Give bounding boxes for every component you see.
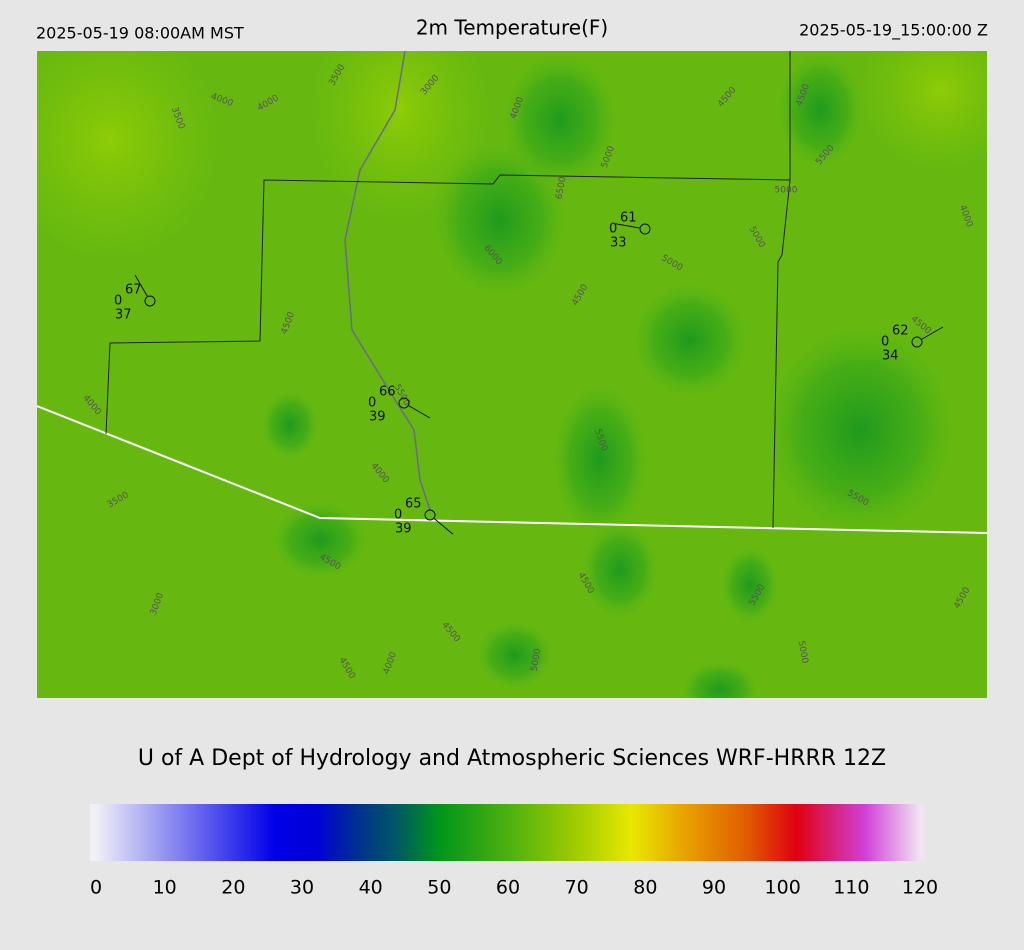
contour-label: 5000: [530, 648, 544, 673]
wind-barb: [615, 223, 641, 229]
contour-label: 5000: [796, 640, 810, 665]
shade: [720, 545, 780, 625]
dewpoint: 39: [395, 522, 412, 537]
wind-barb: [921, 326, 944, 340]
colorbar-tick-label: 120: [902, 877, 938, 899]
station-circle: [911, 336, 923, 348]
shade: [270, 500, 370, 580]
center: 0: [114, 294, 122, 309]
center: 0: [881, 335, 889, 350]
colorbar: [90, 804, 925, 861]
river: [344, 51, 431, 511]
station-circle: [144, 295, 156, 307]
colorbar-tick-label: 90: [702, 877, 726, 899]
colorbar-tick-label: 60: [496, 877, 520, 899]
station-circle: [639, 223, 651, 235]
colorbar-tick-label: 20: [221, 877, 245, 899]
shade: [775, 51, 865, 170]
wind-barb: [408, 405, 431, 419]
temperature: 61: [620, 211, 637, 226]
colorbar-tick-label: 30: [290, 877, 314, 899]
temperature: 65: [405, 497, 422, 512]
shade: [760, 320, 960, 540]
colorbar-tick-label: 110: [833, 877, 869, 899]
contour-label: 6500: [555, 176, 569, 201]
dewpoint: 33: [610, 236, 627, 251]
contour-label: 5000: [775, 186, 798, 196]
colorbar-tick-label: 50: [427, 877, 451, 899]
shade: [680, 660, 760, 698]
colorbar-tick-label: 80: [633, 877, 657, 899]
center: 0: [609, 222, 617, 237]
dewpoint: 37: [115, 308, 132, 323]
shade: [860, 51, 987, 170]
center: 0: [368, 396, 376, 411]
shade: [475, 620, 555, 690]
shade: [630, 280, 750, 400]
shade: [550, 380, 650, 540]
shade: [260, 390, 320, 460]
shade: [580, 520, 660, 620]
temperature: 67: [125, 283, 142, 298]
map: [37, 51, 987, 698]
border: [37, 405, 987, 534]
temperature: 66: [379, 385, 396, 400]
colorbar-tick-label: 10: [153, 877, 177, 899]
center: 0: [394, 508, 402, 523]
footer: U of A Dept of Hydrology and Atmospheric…: [138, 746, 886, 771]
dewpoint: 34: [882, 349, 899, 364]
station-circle: [398, 397, 410, 409]
county-lines: [105, 51, 791, 529]
wind-barb: [433, 517, 454, 535]
station-circle: [424, 509, 436, 521]
shade: [37, 51, 220, 260]
colorbar-tick-label: 0: [90, 877, 102, 899]
colorbar-tick-label: 40: [359, 877, 383, 899]
shade: [500, 51, 620, 190]
dewpoint: 39: [369, 410, 386, 425]
colorbar-tick-label: 70: [565, 877, 589, 899]
valid-time: 2025-05-19 08:00AM MST: [36, 24, 244, 43]
colorbar-tick-label: 100: [765, 877, 801, 899]
title: 2m Temperature(F): [416, 16, 608, 40]
temperature: 62: [892, 324, 909, 339]
wind-barb: [134, 274, 148, 297]
utc-time: 2025-05-19_15:00:00 Z: [799, 21, 988, 41]
